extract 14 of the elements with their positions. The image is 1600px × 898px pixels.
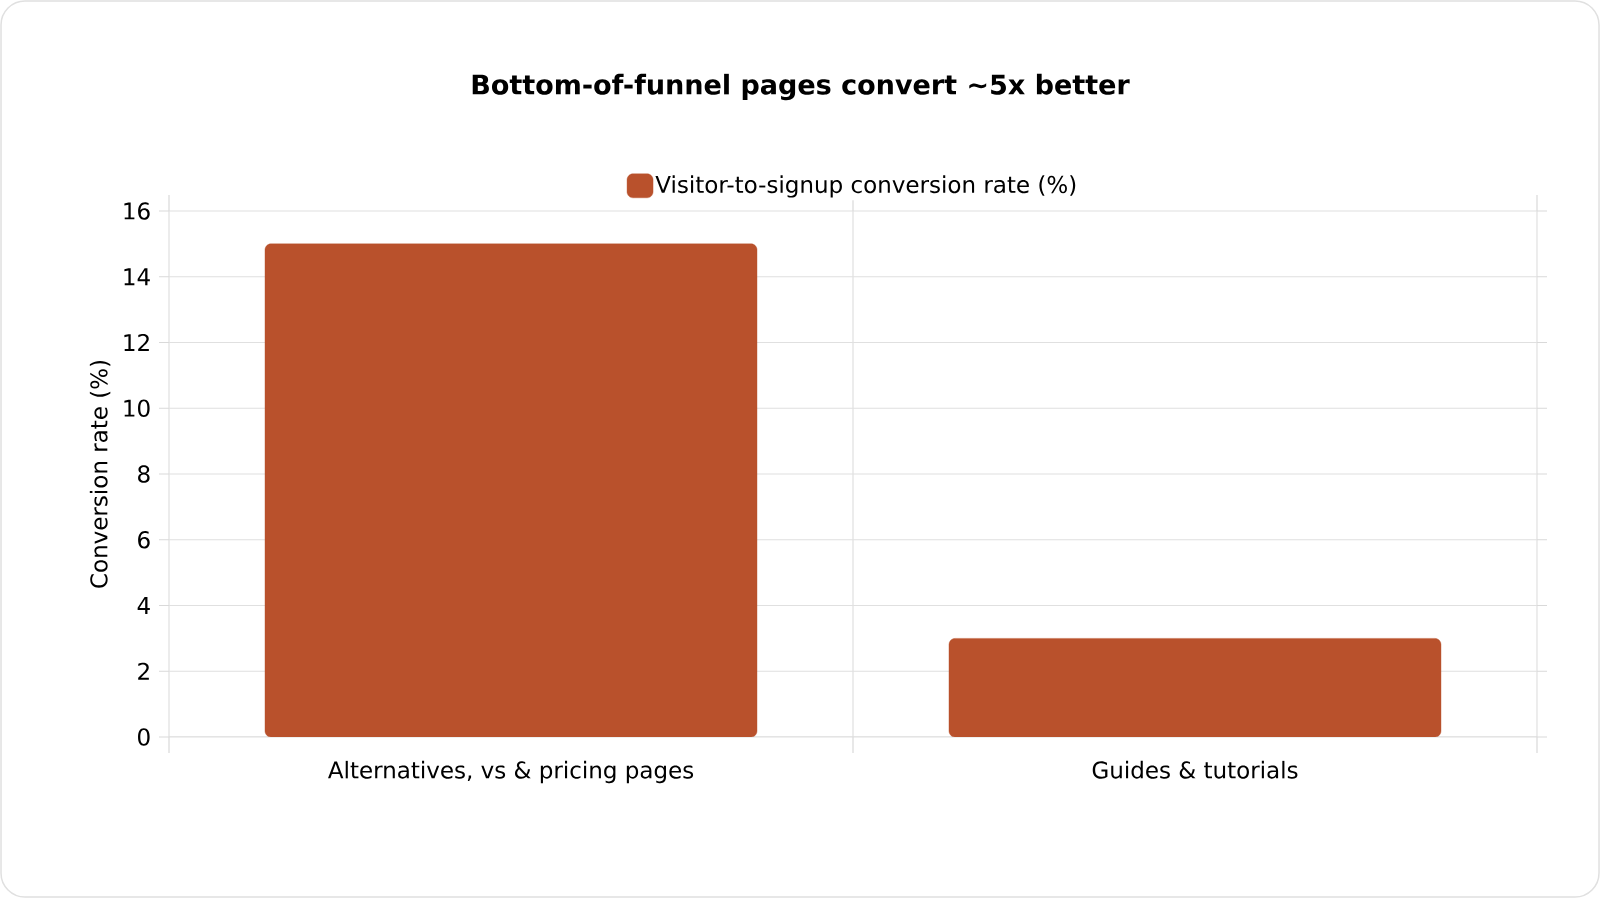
y-tick-label: 6 bbox=[138, 531, 150, 549]
y-tick-label: 10 bbox=[124, 399, 150, 417]
y-axis-title: Conversion rate (%) bbox=[89, 360, 111, 588]
x-tick-label: Guides & tutorials bbox=[1092, 760, 1298, 779]
legend-label: Visitor-to-signup conversion rate (%) bbox=[655, 175, 1076, 198]
y-tick-label: 2 bbox=[138, 662, 149, 680]
y-tick-label: 4 bbox=[137, 597, 150, 614]
y-tick-label: 8 bbox=[138, 465, 150, 483]
y-tick-label: 14 bbox=[124, 268, 150, 286]
y-tick-label: 16 bbox=[124, 202, 150, 220]
y-tick-label: 12 bbox=[124, 333, 149, 352]
x-tick-label: Alternatives, vs & pricing pages bbox=[328, 760, 694, 784]
chart-title: Bottom-of-funnel pages convert ~5x better bbox=[472, 73, 1130, 101]
y-tick-label: 0 bbox=[138, 728, 150, 746]
